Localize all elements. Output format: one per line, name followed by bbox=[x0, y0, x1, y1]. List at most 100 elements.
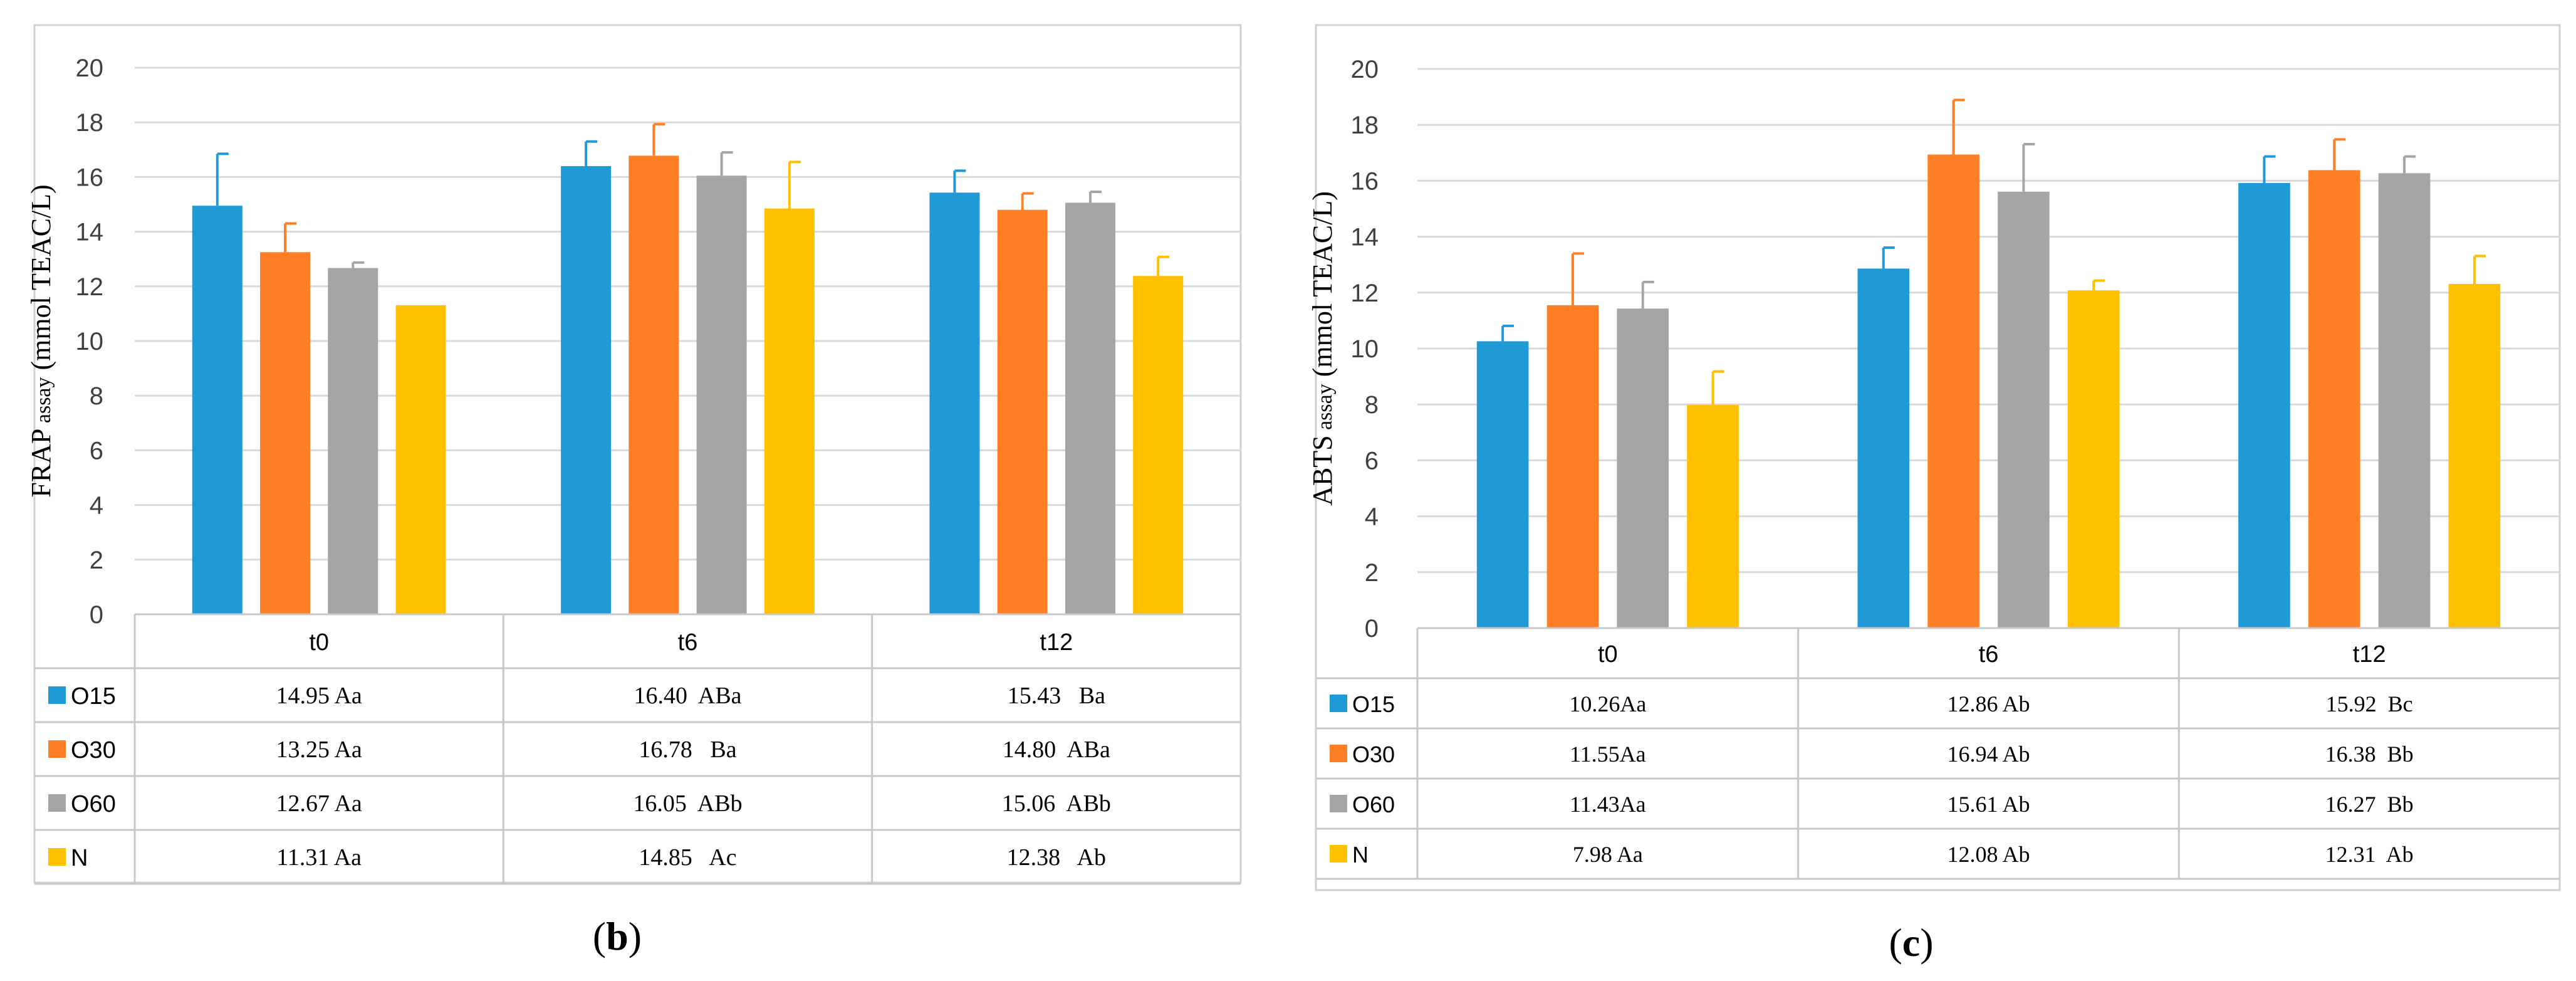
bar-N-t0 bbox=[395, 305, 446, 614]
x-tick-label: t6 bbox=[1979, 641, 1999, 668]
data-label-N-t6: 14.85 Ac bbox=[639, 844, 736, 871]
legend-label-O15: O15 bbox=[71, 683, 116, 710]
y-tick-label: 8 bbox=[90, 382, 103, 410]
panel-c-label: (c) bbox=[1889, 920, 1933, 965]
data-label-N-t12: 12.38 Ab bbox=[1007, 844, 1106, 871]
bar-N-t6 bbox=[2067, 290, 2120, 628]
x-tick-label: t6 bbox=[678, 629, 698, 656]
legend-label-O60: O60 bbox=[71, 791, 116, 817]
y-tick-label: 2 bbox=[90, 547, 103, 574]
y-tick-label: 8 bbox=[1365, 391, 1379, 419]
bar-N-t12 bbox=[2448, 283, 2501, 628]
data-label-O15-t12: 15.92 Bc bbox=[2326, 691, 2413, 716]
bar-O60-t0 bbox=[1617, 308, 1669, 628]
legend-label-N: N bbox=[71, 845, 88, 871]
y-tick-label: 12 bbox=[1351, 280, 1379, 307]
data-label-O15-t6: 12.86 Ab bbox=[1947, 691, 2030, 716]
data-label-O30-t6: 16.78 Ba bbox=[639, 737, 736, 763]
legend-swatch-O60 bbox=[48, 794, 66, 812]
bar-O15-t0 bbox=[192, 206, 242, 614]
y-tick-label: 2 bbox=[1365, 559, 1379, 587]
bar-N-t0 bbox=[1687, 405, 1739, 628]
bar-O30-t0 bbox=[1546, 305, 1599, 628]
data-label-O30-t12: 16.38 Bb bbox=[2325, 742, 2414, 767]
bar-O60-t12 bbox=[2378, 173, 2431, 628]
legend-swatch-O60 bbox=[1330, 795, 1347, 812]
bar-O60-t6 bbox=[1998, 191, 2050, 628]
bar-O30-t6 bbox=[1927, 154, 1979, 628]
panel-c-frame bbox=[1315, 24, 2561, 891]
bar-O15-t6 bbox=[561, 165, 612, 615]
legend-swatch-N bbox=[48, 848, 66, 866]
data-label-O60-t12: 16.27 Bb bbox=[2325, 792, 2414, 817]
legend-swatch-O30 bbox=[1330, 745, 1347, 762]
legend-label-O30: O30 bbox=[1352, 742, 1395, 767]
y-tick-label: 0 bbox=[1365, 615, 1379, 643]
bar-N-t6 bbox=[764, 208, 815, 614]
bar-O15-t0 bbox=[1476, 341, 1529, 628]
legend-label-N: N bbox=[1352, 842, 1369, 868]
y-tick-label: 6 bbox=[90, 437, 103, 464]
y-tick-label: 14 bbox=[76, 219, 104, 246]
panel-b: (b) 0 2 4 6 8 10 12 14 16 18 20 FRAP assay (mmol TE… bbox=[26, 24, 1242, 958]
x-tick-label: t0 bbox=[309, 629, 329, 656]
data-label-N-t0: 11.31 Aa bbox=[276, 844, 362, 871]
panel-c: (c) 0 2 4 6 8 10 12 14 16 18 20 ABTS assay (mmol TE… bbox=[1307, 24, 2561, 965]
y-tick-label: 6 bbox=[1365, 447, 1379, 475]
legend-label-O30: O30 bbox=[71, 737, 116, 763]
legend-swatch-O30 bbox=[48, 740, 66, 758]
x-tick-label: t0 bbox=[1598, 641, 1618, 668]
data-label-O60-t6: 16.05 ABb bbox=[633, 790, 742, 817]
data-label-O60-t0: 12.67 Aa bbox=[276, 790, 362, 817]
bar-O15-t12 bbox=[2238, 182, 2290, 628]
data-label-O15-t12: 15.43 Ba bbox=[1008, 683, 1105, 709]
y-tick-label: 4 bbox=[90, 492, 103, 520]
bar-O30-t12 bbox=[2308, 170, 2360, 628]
legend-swatch-O15 bbox=[1330, 695, 1347, 712]
bar-O30-t0 bbox=[260, 252, 311, 614]
x-tick-label: t12 bbox=[1040, 629, 1073, 656]
data-label-O60-t6: 15.61 Ab bbox=[1947, 792, 2030, 817]
y-tick-label: 10 bbox=[76, 328, 104, 355]
bar-O15-t6 bbox=[1857, 268, 1910, 629]
y-tick-label: 16 bbox=[1351, 167, 1379, 195]
data-label-N-t12: 12.31 Ab bbox=[2325, 842, 2414, 867]
bar-O30-t6 bbox=[628, 155, 679, 615]
legend-swatch-O15 bbox=[48, 686, 66, 704]
y-tick-label: 18 bbox=[1351, 112, 1379, 139]
panel-b-label: (b) bbox=[593, 914, 642, 958]
data-label-O60-t0: 11.43Aa bbox=[1570, 792, 1646, 817]
legend-swatch-N bbox=[1330, 845, 1347, 863]
data-label-O30-t12: 14.80 ABa bbox=[1003, 737, 1110, 763]
bar-O30-t12 bbox=[997, 209, 1048, 615]
y-tick-label: 20 bbox=[1351, 56, 1379, 83]
data-label-N-t0: 7.98 Aa bbox=[1573, 842, 1643, 867]
data-label-O30-t0: 11.55Aa bbox=[1570, 742, 1646, 767]
y-tick-label: 20 bbox=[76, 55, 104, 82]
data-label-O15-t0: 14.95 Aa bbox=[276, 683, 362, 709]
data-label-O30-t6: 16.94 Ab bbox=[1947, 742, 2030, 767]
data-label-O30-t0: 13.25 Aa bbox=[276, 737, 362, 763]
y-tick-label: 12 bbox=[76, 273, 104, 301]
legend-label-O15: O15 bbox=[1352, 691, 1395, 717]
y-tick-label: 16 bbox=[76, 164, 104, 191]
bar-N-t12 bbox=[1133, 276, 1184, 614]
y-tick-label: 0 bbox=[90, 601, 103, 629]
y-tick-label: 10 bbox=[1351, 335, 1379, 363]
y-tick-label: 4 bbox=[1365, 503, 1379, 531]
y-axis-title: ABTS assay (mmol TEAC/L) bbox=[1307, 191, 1338, 506]
x-tick-label: t12 bbox=[2353, 641, 2386, 668]
data-label-O15-t6: 16.40 ABa bbox=[634, 683, 741, 709]
panel-b-frame bbox=[33, 24, 1242, 884]
data-label-N-t6: 12.08 Ab bbox=[1947, 842, 2030, 867]
y-tick-label: 18 bbox=[76, 109, 104, 137]
bar-O15-t12 bbox=[929, 192, 980, 614]
legend-label-O60: O60 bbox=[1352, 792, 1395, 817]
bar-O60-t6 bbox=[696, 176, 747, 615]
bar-O60-t12 bbox=[1065, 202, 1115, 614]
y-tick-label: 14 bbox=[1351, 224, 1379, 251]
data-label-O60-t12: 15.06 ABb bbox=[1002, 790, 1111, 817]
bar-O60-t0 bbox=[328, 268, 378, 614]
